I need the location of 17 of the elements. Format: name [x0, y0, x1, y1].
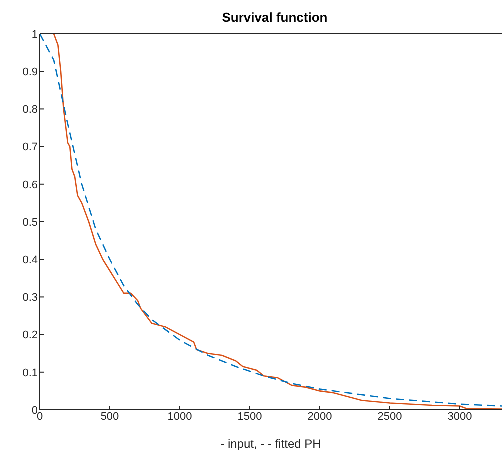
x-tick-label: 2000: [308, 410, 332, 423]
y-tick-label: 0.7: [22, 142, 38, 154]
y-tick-label: 0.5: [22, 216, 38, 229]
x-tick-label: 2500: [378, 410, 402, 423]
x-tick-label: 1500: [238, 410, 262, 423]
y-tick-label: 0.6: [22, 179, 38, 192]
y-tick-label: 0.9: [22, 66, 38, 79]
y-tick-label: 1: [32, 28, 38, 41]
x-tick-label: 500: [100, 410, 120, 423]
chart-title: Survival function: [221, 10, 329, 25]
y-tick-label: 0.3: [22, 292, 38, 304]
y-tick-label: 0.4: [22, 254, 38, 267]
y-tick-label: 0.2: [22, 330, 38, 342]
x-tick-label: 1000: [168, 410, 192, 423]
y-tick-label: 0.8: [22, 104, 38, 116]
y-tick-label: 0.1: [22, 367, 38, 380]
x-tick-label: 3000: [448, 410, 472, 423]
